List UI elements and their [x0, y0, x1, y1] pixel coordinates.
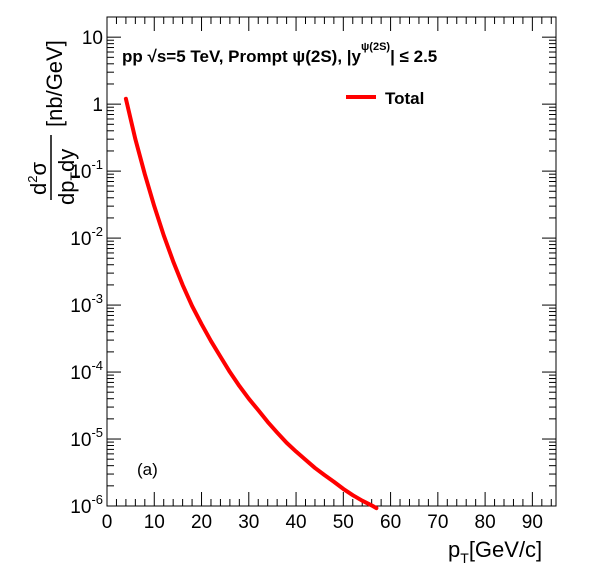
x-axis-title: pT[GeV/c]	[448, 537, 542, 566]
y-tick-label: 10-5	[70, 425, 103, 451]
chart-title: pp √s=5 TeV, Prompt ψ(2S), |yψ(2S)| ≤ 2.…	[122, 41, 437, 66]
y-axis-title-unit: [nb/GeV]	[42, 40, 67, 127]
legend-label-total: Total	[385, 89, 424, 108]
plot-frame	[106, 16, 557, 507]
x-tick-label: 30	[238, 512, 259, 533]
y-tick-label: 10-4	[70, 358, 103, 384]
y-tick-label: 10-6	[70, 492, 103, 518]
y-tick-label: 10-3	[70, 291, 103, 317]
series-line-total	[123, 96, 379, 511]
x-tick-label: 70	[427, 512, 448, 533]
x-tick-label: 50	[333, 512, 354, 533]
y-axis-title: d2σ dpTdy [nb/GeV]	[25, 40, 83, 205]
x-tick-label: 90	[522, 512, 543, 533]
x-tick-label: 80	[475, 512, 496, 533]
axis-ticks	[106, 16, 556, 507]
panel-label: (a)	[137, 460, 158, 479]
x-tick-label: 10	[144, 512, 165, 533]
y-tick-label: 10-1	[70, 157, 103, 183]
x-tick-label: 20	[191, 512, 212, 533]
tick-labels: 0 10 20 30 40 50 60 70 80 90 10-6 10-5 10-4 10-3 10-2 1…	[70, 28, 543, 533]
y-tick-label: 1	[92, 95, 103, 116]
x-tick-label: 40	[285, 512, 306, 533]
y-axis-title-numerator: d2σ	[25, 162, 51, 195]
y-tick-label: 10-2	[70, 224, 103, 250]
x-tick-label: 0	[102, 512, 113, 533]
y-axis-title-denominator: dpTdy	[54, 149, 83, 205]
x-tick-label: 60	[380, 512, 401, 533]
y-tick-label: 10	[82, 28, 103, 49]
